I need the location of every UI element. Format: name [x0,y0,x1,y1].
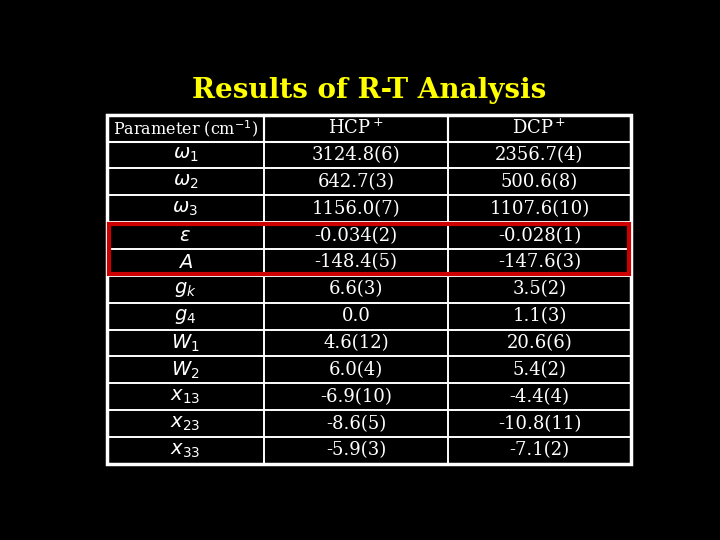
Text: -0.028(1): -0.028(1) [498,227,581,245]
Text: -148.4(5): -148.4(5) [315,253,397,272]
Text: -6.9(10): -6.9(10) [320,388,392,406]
Text: $W_1$: $W_1$ [171,333,199,354]
Text: 6.6(3): 6.6(3) [329,280,383,298]
Text: DCP$^+$: DCP$^+$ [513,118,567,138]
Bar [448,356,631,383]
Bar [264,329,448,356]
Bar [107,195,264,222]
Text: $\omega_1$: $\omega_1$ [173,145,198,165]
Bar [107,383,264,410]
Text: $W_2$: $W_2$ [171,359,199,381]
Text: -10.8(11): -10.8(11) [498,415,581,433]
Text: -5.9(3): -5.9(3) [325,442,386,460]
Bar [107,276,264,303]
Bar [264,249,448,276]
Bar [107,303,264,329]
Bar [107,114,631,464]
Text: 1107.6(10): 1107.6(10) [490,200,590,218]
Text: -4.4(4): -4.4(4) [510,388,570,406]
Bar [264,222,448,249]
Bar [107,249,264,276]
Text: -7.1(2): -7.1(2) [510,442,570,460]
Bar [264,437,448,464]
Bar [448,168,631,195]
Text: $g_k$: $g_k$ [174,280,197,299]
Text: HCP$^+$: HCP$^+$ [328,118,384,138]
Bar [448,249,631,276]
Bar [264,356,448,383]
Bar [448,437,631,464]
Bar [264,383,448,410]
Bar [448,222,631,249]
Bar [109,224,629,274]
Bar [107,222,264,249]
Bar [107,141,264,168]
Text: $x_{13}$: $x_{13}$ [171,387,201,406]
Bar [264,168,448,195]
Text: 642.7(3): 642.7(3) [318,173,395,191]
Text: 1156.0(7): 1156.0(7) [312,200,400,218]
Text: 3124.8(6): 3124.8(6) [312,146,400,164]
Text: -147.6(3): -147.6(3) [498,253,581,272]
Bar [264,303,448,329]
Text: $x_{33}$: $x_{33}$ [171,441,201,460]
Text: 4.6(12): 4.6(12) [323,334,389,352]
Text: 2356.7(4): 2356.7(4) [495,146,584,164]
Bar [448,114,631,141]
Bar [107,356,264,383]
Bar [264,276,448,303]
Bar [264,195,448,222]
Bar [107,329,264,356]
Bar [448,410,631,437]
Text: 1.1(3): 1.1(3) [513,307,567,325]
Bar [448,195,631,222]
Bar [448,303,631,329]
Bar [107,410,264,437]
Text: $A$: $A$ [178,253,193,272]
Bar [107,168,264,195]
Text: $g_4$: $g_4$ [174,307,197,326]
Bar [264,141,448,168]
Text: 6.0(4): 6.0(4) [329,361,383,379]
Bar [448,141,631,168]
Text: -8.6(5): -8.6(5) [325,415,386,433]
Text: Parameter (cm$^{-1}$): Parameter (cm$^{-1}$) [114,118,258,139]
Text: $\varepsilon$: $\varepsilon$ [179,226,192,245]
Text: 500.6(8): 500.6(8) [501,173,578,191]
Bar [107,114,264,141]
Text: 3.5(2): 3.5(2) [513,280,567,298]
Text: Results of R-T Analysis: Results of R-T Analysis [192,77,546,104]
Bar [448,383,631,410]
Text: 0.0: 0.0 [341,307,370,325]
Bar [264,114,448,141]
Text: 5.4(2): 5.4(2) [513,361,567,379]
Bar [448,329,631,356]
Text: 20.6(6): 20.6(6) [507,334,572,352]
Text: -0.034(2): -0.034(2) [315,227,397,245]
Text: $\omega_3$: $\omega_3$ [173,199,198,218]
Bar [107,437,264,464]
Text: $\omega_2$: $\omega_2$ [173,172,198,191]
Bar [448,276,631,303]
Bar [264,410,448,437]
Text: $x_{23}$: $x_{23}$ [171,414,201,433]
